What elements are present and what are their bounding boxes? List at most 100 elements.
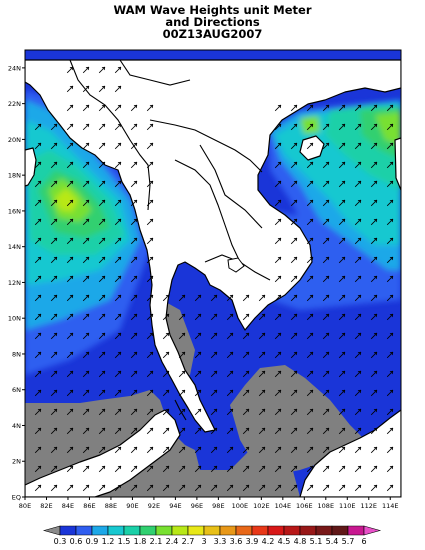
direction-arrow xyxy=(258,370,266,378)
direction-arrow xyxy=(290,142,298,150)
direction-arrow xyxy=(130,332,138,340)
direction-arrow xyxy=(242,370,250,378)
direction-arrow xyxy=(306,218,314,226)
direction-arrow xyxy=(178,370,186,378)
direction-arrow xyxy=(386,256,394,264)
direction-arrow xyxy=(274,104,282,112)
direction-arrow xyxy=(146,465,154,473)
direction-arrow xyxy=(82,408,90,416)
lon-label: 108E xyxy=(318,502,335,510)
direction-arrow xyxy=(130,256,138,264)
direction-arrow xyxy=(210,313,218,321)
direction-arrow xyxy=(34,294,42,302)
direction-arrow xyxy=(354,351,362,359)
direction-arrow xyxy=(258,294,266,302)
direction-arrow xyxy=(66,104,74,112)
direction-arrow xyxy=(98,161,106,169)
direction-arrow xyxy=(258,484,266,492)
direction-arrow xyxy=(50,180,58,188)
direction-arrow xyxy=(98,256,106,264)
map-frame xyxy=(24,49,402,498)
lon-label: 94E xyxy=(169,502,181,510)
direction-arrow xyxy=(290,351,298,359)
direction-arrow xyxy=(226,484,234,492)
direction-arrow xyxy=(386,218,394,226)
direction-arrow xyxy=(194,351,202,359)
colorbar-swatch xyxy=(219,525,237,536)
direction-arrow xyxy=(82,427,90,435)
colorbar-label: 1.5 xyxy=(118,537,131,546)
direction-arrow xyxy=(226,351,234,359)
direction-arrow xyxy=(354,332,362,340)
direction-arrow xyxy=(386,294,394,302)
direction-arrow xyxy=(322,370,330,378)
direction-arrow xyxy=(338,104,346,112)
direction-arrow xyxy=(66,85,74,93)
lon-label: 92E xyxy=(148,502,160,510)
direction-arrow xyxy=(114,199,122,207)
direction-arrow xyxy=(258,446,266,454)
direction-arrow xyxy=(34,199,42,207)
lat-label: 8N xyxy=(12,350,21,358)
direction-arrow xyxy=(66,389,74,397)
direction-arrow xyxy=(98,85,106,93)
direction-arrow xyxy=(322,237,330,245)
direction-arrow xyxy=(130,446,138,454)
colorbar-label: 3.6 xyxy=(230,537,243,546)
colorbar-label: 4.2 xyxy=(262,537,275,546)
direction-arrow xyxy=(130,104,138,112)
colorbar-swatch xyxy=(347,525,365,536)
direction-arrow xyxy=(178,351,186,359)
direction-arrow xyxy=(258,427,266,435)
direction-arrow xyxy=(370,256,378,264)
direction-arrow xyxy=(306,484,314,492)
direction-arrow xyxy=(66,237,74,245)
direction-arrow xyxy=(338,484,346,492)
direction-arrow xyxy=(386,142,394,150)
direction-arrow xyxy=(274,313,282,321)
lon-label: 98E xyxy=(212,502,224,510)
direction-arrow xyxy=(66,218,74,226)
colorbar-label: 0.9 xyxy=(86,537,99,546)
direction-arrow xyxy=(322,294,330,302)
direction-arrow xyxy=(290,180,298,188)
direction-arrow xyxy=(226,313,234,321)
direction-arrow xyxy=(98,484,106,492)
direction-arrow xyxy=(194,465,202,473)
direction-arrow xyxy=(34,389,42,397)
direction-arrow xyxy=(322,446,330,454)
lon-label: 100E xyxy=(232,502,249,510)
border-thai-laos xyxy=(174,159,241,263)
lon-label: 86E xyxy=(83,502,95,510)
direction-arrow xyxy=(34,313,42,321)
direction-arrow xyxy=(386,275,394,283)
direction-arrow xyxy=(258,389,266,397)
colorbar-label: 2.7 xyxy=(182,537,195,546)
direction-arrow xyxy=(354,313,362,321)
direction-arrow xyxy=(274,332,282,340)
direction-arrow xyxy=(130,427,138,435)
direction-arrow xyxy=(242,332,250,340)
border-myanmar xyxy=(69,59,151,211)
direction-arrow xyxy=(34,465,42,473)
direction-arrow xyxy=(290,123,298,131)
direction-arrow xyxy=(338,237,346,245)
colorbar-swatch xyxy=(123,525,141,536)
direction-arrow xyxy=(338,180,346,188)
direction-arrow xyxy=(34,408,42,416)
direction-arrow xyxy=(130,351,138,359)
direction-arrow xyxy=(370,313,378,321)
direction-arrow xyxy=(354,408,362,416)
direction-arrow xyxy=(82,351,90,359)
direction-arrow xyxy=(274,161,282,169)
direction-arrow xyxy=(98,351,106,359)
direction-arrow xyxy=(114,123,122,131)
direction-arrow xyxy=(306,465,314,473)
direction-arrow xyxy=(274,275,282,283)
direction-arrow xyxy=(354,446,362,454)
direction-arrow xyxy=(322,313,330,321)
lon-label: 88E xyxy=(105,502,117,510)
map-subtitle: and Directions xyxy=(165,15,260,29)
direction-arrow xyxy=(370,161,378,169)
direction-arrow xyxy=(290,256,298,264)
